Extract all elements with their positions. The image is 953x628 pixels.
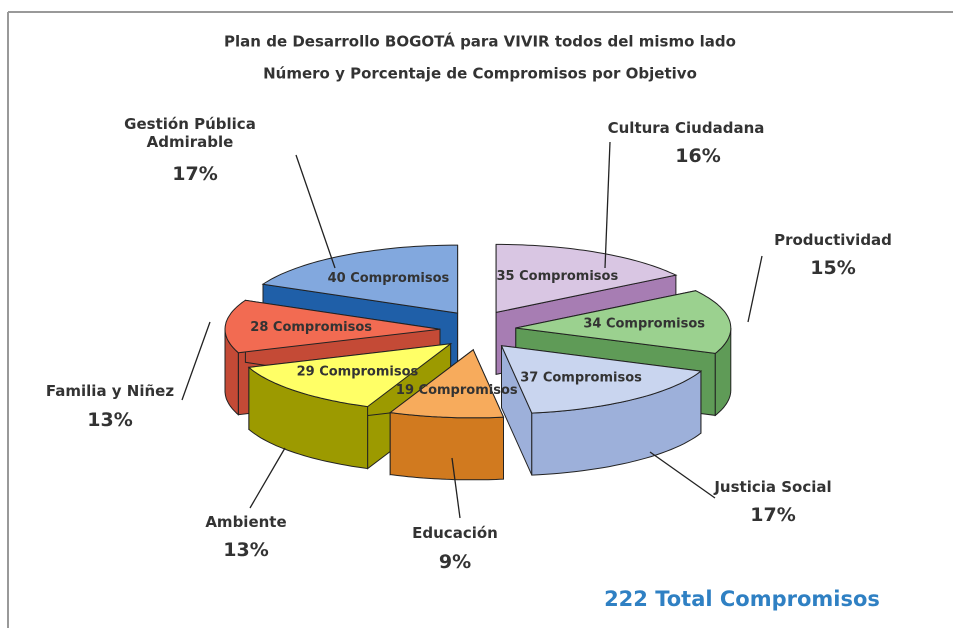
leader-line xyxy=(451,457,461,519)
percentage-label: 9% xyxy=(438,551,472,573)
slice xyxy=(247,343,453,408)
value-label: 35 Compromisos xyxy=(497,269,619,284)
percentage-label: 13% xyxy=(87,409,133,431)
value-label: 28 Compromisos xyxy=(250,320,372,335)
value-label: 34 Compromisos xyxy=(583,316,705,331)
leader-line xyxy=(649,451,716,499)
slice xyxy=(261,244,459,314)
percentage-label: 13% xyxy=(223,539,269,561)
leader-line xyxy=(747,255,763,323)
percentage-label: 16% xyxy=(675,145,721,167)
category-label: Educación xyxy=(412,524,498,542)
percentage-label: 17% xyxy=(750,504,796,526)
leader-line xyxy=(249,447,286,509)
chart-subtitle: Número y Porcentaje de Compromisos por O… xyxy=(263,65,697,83)
percentage-label: 15% xyxy=(810,257,856,279)
slice-wall xyxy=(389,412,504,481)
value-label: 37 Compromisos xyxy=(520,370,642,385)
slice xyxy=(495,243,678,314)
leader-line xyxy=(295,154,336,269)
category-label: Cultura Ciudadana xyxy=(607,119,765,137)
value-label: 29 Compromisos xyxy=(297,365,419,380)
category-label: Gestión Pública Admirable xyxy=(124,115,256,151)
value-label: 40 Compromisos xyxy=(328,271,450,286)
category-label: Justicia Social xyxy=(714,478,832,496)
slice xyxy=(224,299,441,354)
chart-title: Plan de Desarrollo BOGOTÁ para VIVIR tod… xyxy=(224,32,736,51)
leader-line xyxy=(181,321,211,401)
category-label: Ambiente xyxy=(205,513,287,531)
percentage-label: 17% xyxy=(172,163,218,185)
slice xyxy=(515,290,732,354)
slice xyxy=(388,349,505,419)
category-label: Familia y Niñez xyxy=(45,382,175,400)
slice xyxy=(500,345,703,414)
total-label: 222 Total Compromisos xyxy=(604,587,880,611)
category-label: Productividad xyxy=(774,231,892,249)
value-label: 19 Compromisos xyxy=(396,383,518,398)
leader-line xyxy=(604,141,611,269)
